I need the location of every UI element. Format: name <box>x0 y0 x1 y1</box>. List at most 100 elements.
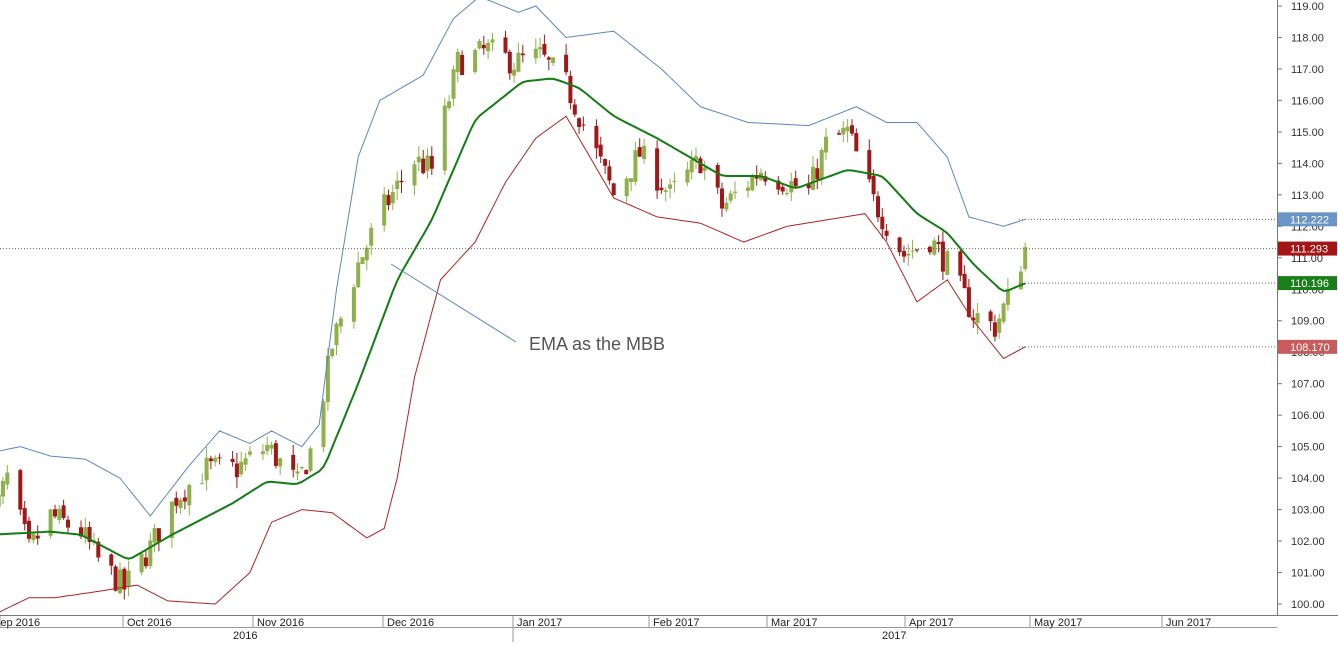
candle-up <box>477 41 482 49</box>
candle-up <box>689 159 694 173</box>
candle-up <box>425 155 430 171</box>
candle-up <box>321 401 326 447</box>
candle-down <box>421 158 426 174</box>
y-tick-label: 109.00 <box>1291 316 1325 328</box>
annotation-label: EMA as the MBB <box>529 334 665 354</box>
candle-down <box>79 527 83 537</box>
candle-down <box>867 150 872 180</box>
candle-up <box>906 253 911 256</box>
last-value-tags: 112.222 111.293 110.196 108.170 <box>1278 212 1337 354</box>
y-tick-label: 117.00 <box>1291 64 1324 76</box>
x-month-label: May 2017 <box>1034 617 1082 629</box>
lower-band-tag-box <box>1278 339 1337 354</box>
candle-up <box>325 355 330 403</box>
upper-band-tag-box <box>1278 212 1337 227</box>
candle-down <box>962 273 967 289</box>
candle-up <box>278 458 283 467</box>
candle-up <box>624 178 629 197</box>
candle-down <box>230 459 235 462</box>
candle-down <box>776 180 781 190</box>
candle-up <box>663 190 668 192</box>
candle-down <box>850 125 854 134</box>
candle-up <box>269 444 274 449</box>
candle-up <box>0 494 1 507</box>
candle-down <box>109 554 114 566</box>
x-month-label: Mar 2017 <box>771 617 817 629</box>
lower-band-tag-label: 108.170 <box>1290 342 1330 354</box>
candle-up <box>187 484 192 506</box>
candle-up <box>382 194 387 226</box>
candle-up <box>845 126 850 132</box>
candle-up <box>369 227 374 246</box>
candle-down <box>598 144 603 157</box>
candle-down <box>698 158 703 174</box>
candle-down <box>871 175 876 195</box>
candle-down <box>655 148 660 191</box>
candle-up <box>694 156 698 160</box>
candle-up <box>139 553 144 573</box>
candle-up <box>118 569 122 593</box>
candle-up <box>551 57 556 63</box>
candle-down <box>876 196 880 218</box>
candle-down <box>143 557 148 567</box>
candle-down <box>988 311 993 322</box>
candle-down <box>507 51 512 74</box>
y-tick-label: 118.00 <box>1291 32 1324 44</box>
candle-down <box>720 188 724 209</box>
candle-down <box>22 508 27 524</box>
candle-down <box>927 246 932 253</box>
y-tick-label: 101.00 <box>1291 568 1325 580</box>
y-tick-label: 102.00 <box>1291 536 1325 548</box>
candle-down <box>793 178 798 187</box>
candle-up <box>360 257 365 264</box>
candle-down <box>577 118 582 127</box>
candle-up <box>538 47 543 50</box>
candle-up <box>733 191 737 193</box>
candle-down <box>18 470 23 510</box>
candle-up <box>975 313 980 324</box>
candle-up <box>260 451 265 455</box>
candle-up <box>746 187 750 191</box>
x-month-label: Oct 2016 <box>127 617 172 629</box>
candle-up <box>178 499 183 508</box>
candle-up <box>455 52 460 73</box>
candle-up <box>152 528 157 543</box>
x-month-label: Jun 2017 <box>1166 617 1211 629</box>
candle-up <box>416 156 421 163</box>
candle-down <box>594 126 599 149</box>
candlesticks <box>0 30 1028 600</box>
ema-middle-band <box>0 77 1026 560</box>
candle-down <box>273 443 278 466</box>
candle-up <box>750 176 755 191</box>
candle-down <box>940 241 945 272</box>
candle-down <box>542 44 547 55</box>
x-year-label: 2017 <box>882 630 906 642</box>
candle-up <box>364 247 369 261</box>
ema-tag-box <box>1278 276 1337 291</box>
candle-down <box>581 124 586 126</box>
candle-up <box>447 101 452 108</box>
candle-down <box>992 322 997 337</box>
candle-up <box>200 483 205 485</box>
candle-down <box>481 44 486 49</box>
candle-up <box>1018 271 1023 290</box>
candle-down <box>780 187 785 192</box>
y-tick-label: 104.00 <box>1291 473 1325 485</box>
candle-up <box>330 348 335 357</box>
candle-up <box>334 323 339 346</box>
candle-up <box>247 451 252 455</box>
candle-down <box>880 216 885 230</box>
candle-up <box>351 287 356 322</box>
candle-down <box>182 497 187 502</box>
annotation-pointer <box>390 263 517 343</box>
candle-up <box>442 105 447 171</box>
last-price-tag-box <box>1278 241 1337 256</box>
candle-up <box>295 471 300 474</box>
candle-up <box>395 180 400 189</box>
y-tick-label: 100.00 <box>1291 599 1325 611</box>
candle-down <box>113 566 118 591</box>
y-tick-label: 106.00 <box>1291 410 1325 422</box>
x-month-label: Nov 2016 <box>257 617 304 629</box>
y-tick-label: 105.00 <box>1291 442 1325 454</box>
candle-up <box>728 193 733 201</box>
